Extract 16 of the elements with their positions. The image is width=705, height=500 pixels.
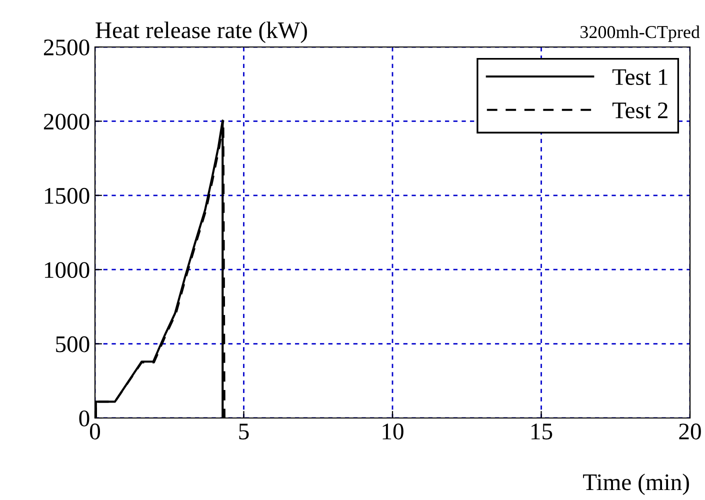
x-tick-label: 15	[532, 424, 552, 440]
text: 3200mh-CTpred	[580, 25, 700, 42]
x-tick-label: 0	[90, 424, 100, 440]
y-tick-label: 0	[79, 410, 90, 426]
y-tick-label: 2500	[44, 39, 90, 56]
x-tick-label: 20	[679, 424, 701, 440]
y-tick-label: 1000	[44, 262, 90, 278]
y-axis-title: Heat release rate (kW)	[96, 22, 307, 44]
x-tick-label: 5	[239, 424, 249, 440]
legend-label: Test 1	[612, 69, 668, 86]
y-tick-label: 1500	[44, 188, 90, 204]
x-tick-label: 10	[382, 424, 404, 440]
x-axis-title: Time (min)	[583, 474, 689, 496]
y-tick-label: 500	[56, 336, 90, 352]
y-tick-label: 2000	[44, 114, 90, 130]
legend-label: Test 2	[612, 102, 668, 118]
